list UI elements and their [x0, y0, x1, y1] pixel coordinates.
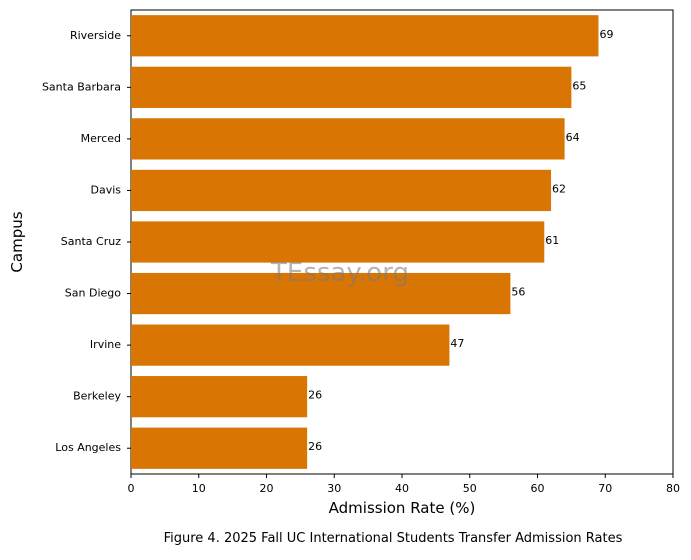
bar	[131, 221, 545, 263]
bar	[131, 66, 572, 108]
x-tick-label: 60	[531, 482, 545, 495]
watermark: TEssay.org	[270, 258, 409, 288]
bar	[131, 272, 511, 315]
y-axis-title: Campus	[8, 211, 26, 272]
bar	[131, 15, 599, 57]
data-label: 69	[599, 28, 613, 41]
bars-layer: 69 65 64 62 61 56 47 26 26	[131, 15, 613, 469]
data-label: 62	[552, 182, 566, 195]
data-label: 61	[545, 234, 559, 247]
bar	[131, 427, 308, 469]
data-label: 47	[450, 337, 464, 350]
x-tick-label: 10	[192, 482, 206, 495]
y-axis: Riverside Santa Barbara Merced Davis Santa C…	[42, 29, 131, 454]
y-tick-label: Berkeley	[73, 390, 121, 403]
bar	[131, 169, 552, 212]
y-tick-label: San Diego	[65, 287, 121, 300]
x-axis: 0 10 20 30 40 50 60 70 80	[128, 474, 680, 495]
y-tick-label: Merced	[81, 132, 121, 145]
data-label: 26	[308, 389, 322, 402]
y-tick-label: Riverside	[70, 29, 121, 42]
y-tick-label: Santa Cruz	[61, 235, 121, 248]
bar	[131, 118, 565, 160]
x-tick-label: 40	[395, 482, 409, 495]
x-tick-label: 30	[327, 482, 341, 495]
bar	[131, 376, 308, 418]
x-tick-label: 20	[260, 482, 274, 495]
data-label: 64	[566, 131, 580, 144]
data-label: 56	[511, 286, 525, 299]
y-tick-label: Santa Barbara	[42, 80, 121, 93]
x-axis-title: Admission Rate (%)	[329, 499, 476, 517]
data-label: 65	[572, 79, 586, 92]
figure-caption: Figure 4. 2025 Fall UC International Stu…	[164, 531, 623, 546]
x-tick-label: 80	[666, 482, 680, 495]
y-tick-label: Los Angeles	[55, 441, 121, 454]
y-tick-label: Davis	[90, 183, 121, 196]
data-label: 26	[308, 440, 322, 453]
y-tick-label: Irvine	[90, 338, 121, 351]
x-tick-label: 0	[128, 482, 135, 495]
x-tick-label: 70	[598, 482, 612, 495]
x-tick-label: 50	[463, 482, 477, 495]
bar	[131, 324, 450, 366]
